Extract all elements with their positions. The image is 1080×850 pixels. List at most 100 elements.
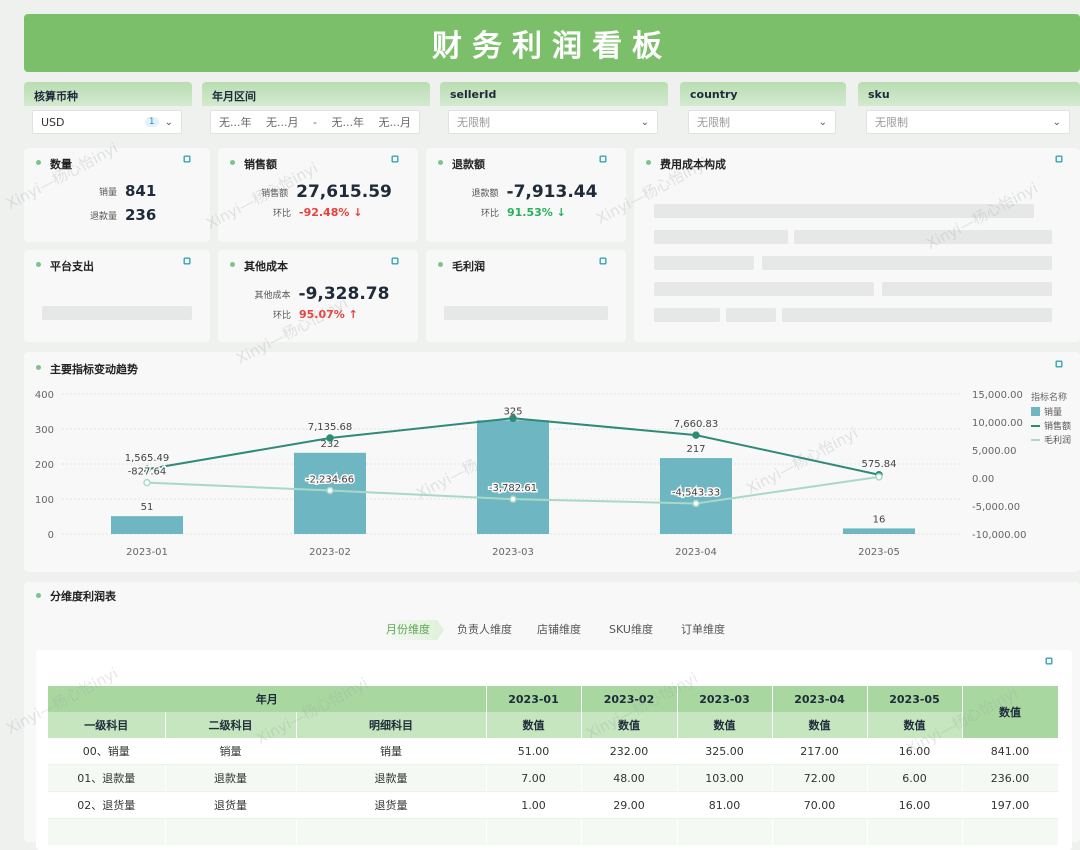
- filter-select[interactable]: 无限制 ⌄: [448, 110, 658, 134]
- point-label: 1,565.49: [125, 453, 170, 464]
- card-icon[interactable]: [391, 155, 399, 163]
- loading-bar: [782, 308, 1052, 322]
- table-cell: 72.00: [772, 764, 868, 792]
- kpi-value: -92.48% ↓: [299, 206, 363, 219]
- chevron: ⌄: [818, 116, 827, 128]
- dimension-tab[interactable]: 订单维度: [681, 623, 725, 636]
- y-tick-label: 100: [35, 495, 54, 506]
- header-cell: 2023-01: [486, 686, 582, 712]
- status-dot: [36, 160, 41, 165]
- table-cell: 48.00: [581, 764, 678, 792]
- header-cell: 2023-03: [677, 686, 773, 712]
- filter-select[interactable]: USD 1 ⌄: [32, 110, 182, 134]
- dimension-tab[interactable]: SKU维度: [609, 623, 653, 636]
- card-icon[interactable]: [599, 155, 607, 163]
- loading-bar: [794, 230, 1052, 244]
- y-tick-label: 200: [35, 460, 54, 471]
- select-value: 无限制: [875, 116, 908, 129]
- line-point: [509, 495, 517, 503]
- dimension-tab[interactable]: 月份维度: [386, 620, 444, 640]
- card-title: 平台支出: [50, 260, 94, 273]
- card-icon[interactable]: [183, 257, 191, 265]
- card-title: 毛利润: [452, 260, 485, 273]
- kpi-value: 236: [125, 206, 157, 224]
- table-cell: 29.00: [581, 791, 678, 819]
- status-dot: [36, 365, 41, 370]
- header-cell: 二级科目: [165, 712, 297, 738]
- header-cell: 数值: [486, 712, 582, 738]
- point-label: 7,135.68: [308, 422, 353, 433]
- table-card: 年月 2023-01 2023-02 2023-03 2023-04 2023-05 数值一…: [36, 650, 1072, 850]
- card-title: 销售额: [244, 158, 277, 171]
- kpi-value: 95.07% ↑: [299, 308, 358, 321]
- filter-select[interactable]: 无限制 ⌄: [688, 110, 836, 134]
- count-badge: 1: [144, 117, 159, 127]
- panel-icon[interactable]: [1055, 155, 1063, 163]
- card-title: 数量: [50, 158, 72, 171]
- trend-chart: 0 100 200 300 400 -10,000.00 -5,000.00 0.00 5,00…: [35, 390, 1071, 558]
- table-cell: 7.00: [486, 764, 582, 792]
- point-label: -4,543.33: [672, 487, 720, 498]
- loading-bar: [654, 230, 788, 244]
- kpi-label: 环比: [272, 311, 291, 321]
- line-point: [326, 486, 334, 495]
- loading-bar: [762, 256, 1052, 270]
- card-icon[interactable]: [183, 155, 191, 163]
- line-point: [692, 431, 700, 439]
- kpi-label: 退款额: [471, 188, 499, 199]
- card-icon[interactable]: [391, 257, 399, 265]
- filter-label: sku: [858, 82, 1080, 106]
- bar-label: 16: [873, 514, 886, 525]
- loading-bar: [654, 204, 1034, 218]
- header-cell: 数值: [962, 686, 1059, 738]
- bar-label: 217: [686, 444, 705, 455]
- point-label: 575.84: [862, 459, 897, 470]
- table-cell: 退款量: [296, 764, 487, 792]
- card-title: 其他成本: [244, 260, 288, 273]
- y-tick-label: 300: [35, 425, 54, 436]
- table-cell: 51.00: [486, 738, 582, 765]
- kpi-card: 毛利润: [426, 250, 626, 342]
- card-icon[interactable]: [599, 257, 607, 265]
- kpi-value: 91.53% ↓: [507, 206, 566, 219]
- legend-swatch: [1031, 407, 1040, 416]
- kpi-row: 环比 -92.48% ↓: [218, 206, 418, 219]
- range-part: -: [313, 115, 317, 129]
- table-cell: 841.00: [962, 738, 1059, 765]
- y2-tick-label: 10,000.00: [972, 418, 1023, 429]
- status-dot: [646, 160, 651, 165]
- bar-label: 51: [141, 502, 154, 513]
- loading-bar: [444, 306, 608, 320]
- loading-bar: [42, 306, 192, 320]
- table-cell: 退款量: [165, 764, 297, 792]
- cost-panel: 费用成本构成: [634, 148, 1080, 342]
- y2-tick-label: -10,000.00: [972, 530, 1027, 541]
- data-row: 00、销量 销量 销量 51.00 232.00 325.00 217.00 16.00 841…: [48, 738, 1059, 765]
- filter-select[interactable]: 无限制 ⌄: [866, 110, 1070, 134]
- header-row: 一级科目 二级科目 明细科目 数值 数值 数值 数值 数值: [48, 712, 1058, 738]
- table-cell: 217.00: [772, 738, 868, 765]
- table-cell: 01、退款量: [48, 764, 166, 792]
- bar-label: 232: [320, 439, 339, 450]
- table-cell: 00、销量: [48, 738, 166, 765]
- filter-select[interactable]: 无...年 无...月 - 无...年 无...月: [210, 110, 420, 134]
- status-dot: [230, 262, 235, 267]
- y2-tick-label: 15,000.00: [972, 390, 1023, 401]
- line-point: [692, 499, 700, 508]
- kpi-label: 销售额: [261, 188, 289, 199]
- filter-label: sellerId: [440, 82, 668, 106]
- y-tick-label: 0: [48, 530, 54, 541]
- chevron: ⌄: [1052, 116, 1061, 128]
- kpi-row: 其他成本 -9,328.78: [218, 284, 418, 304]
- dimension-tab[interactable]: 店铺维度: [537, 623, 581, 636]
- table-cell: 16.00: [867, 738, 963, 765]
- table-cell: 02、退货量: [48, 791, 166, 819]
- kpi-label: 销量: [98, 187, 117, 198]
- table-icon[interactable]: [1045, 657, 1053, 665]
- table-cell: 退货量: [296, 791, 487, 819]
- dimension-tab[interactable]: 负责人维度: [457, 623, 512, 636]
- loading-bar: [654, 282, 874, 296]
- table-cell: 退货量: [165, 791, 297, 819]
- x-tick-label: 2023-03: [492, 547, 534, 558]
- chart-icon[interactable]: [1055, 360, 1063, 368]
